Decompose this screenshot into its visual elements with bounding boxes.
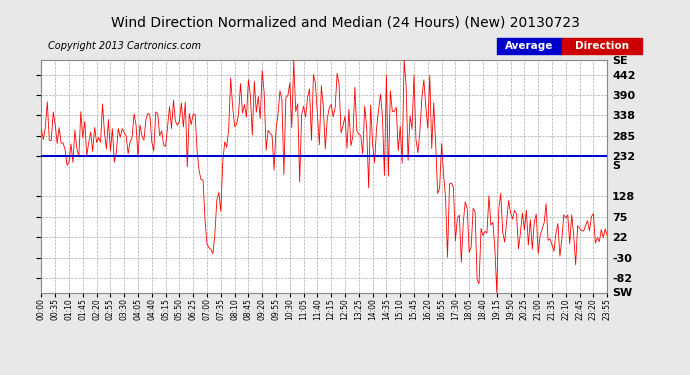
Text: Average: Average: [505, 41, 553, 51]
Text: Copyright 2013 Cartronics.com: Copyright 2013 Cartronics.com: [48, 41, 201, 51]
Text: Direction: Direction: [575, 41, 629, 51]
Text: Wind Direction Normalized and Median (24 Hours) (New) 20130723: Wind Direction Normalized and Median (24…: [110, 15, 580, 29]
